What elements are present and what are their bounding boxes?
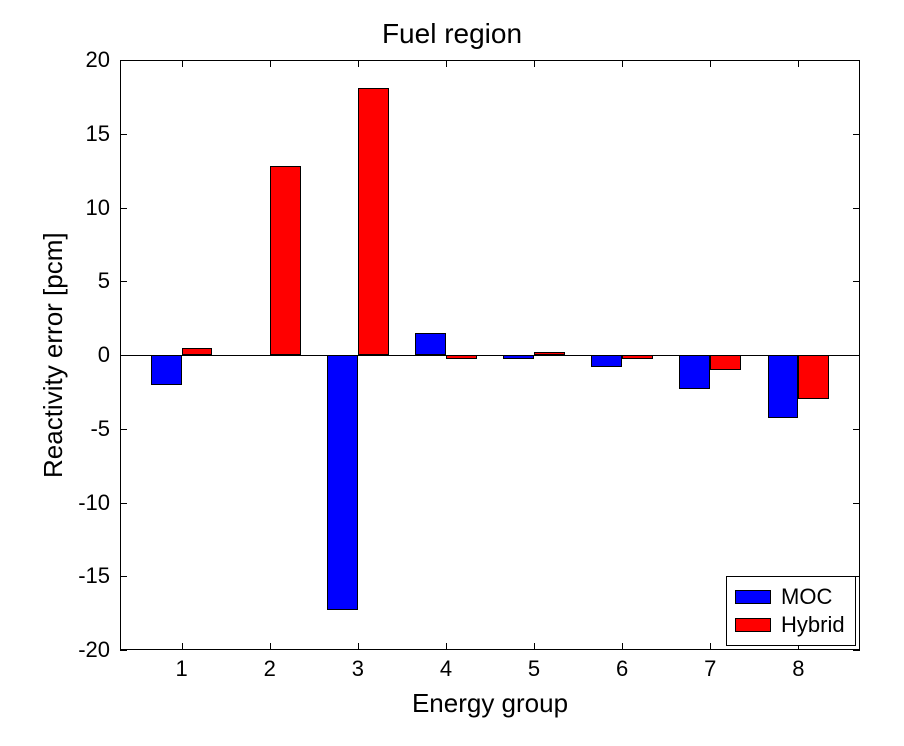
x-tick-label: 5 xyxy=(528,656,540,682)
y-tick-label: -10 xyxy=(0,490,110,516)
y-tick xyxy=(120,576,127,577)
x-tick xyxy=(446,643,447,650)
x-tick xyxy=(182,643,183,650)
y-tick-label: -15 xyxy=(0,563,110,589)
bar xyxy=(768,355,799,418)
x-axis-label-text: Energy group xyxy=(412,688,568,718)
x-tick-label: 7 xyxy=(704,656,716,682)
zero-line xyxy=(120,355,860,356)
title-text: Fuel region xyxy=(382,18,522,49)
legend-swatch xyxy=(735,618,771,632)
x-tick-label: 2 xyxy=(264,656,276,682)
y-tick xyxy=(120,134,127,135)
bar xyxy=(710,355,741,370)
x-tick xyxy=(534,60,535,67)
bar xyxy=(798,355,829,399)
x-tick xyxy=(358,643,359,650)
bar xyxy=(415,333,446,355)
bar xyxy=(358,88,389,355)
x-tick xyxy=(798,60,799,67)
y-tick-label: 10 xyxy=(0,195,110,221)
x-tick xyxy=(270,60,271,67)
y-tick xyxy=(120,429,127,430)
x-tick xyxy=(270,643,271,650)
bar xyxy=(591,355,622,367)
x-tick xyxy=(710,643,711,650)
y-tick-label: 15 xyxy=(0,121,110,147)
x-tick-label: 4 xyxy=(440,656,452,682)
legend-label: MOC xyxy=(781,584,832,610)
bar xyxy=(534,352,565,355)
y-tick xyxy=(853,503,860,504)
x-tick xyxy=(710,60,711,67)
bar xyxy=(151,355,182,385)
x-tick-label: 1 xyxy=(176,656,188,682)
legend-row: MOC xyxy=(735,583,845,611)
legend-swatch xyxy=(735,590,771,604)
x-tick xyxy=(446,60,447,67)
chart-title: Fuel region xyxy=(0,18,904,50)
bar xyxy=(622,355,653,359)
y-tick xyxy=(120,208,127,209)
figure: Fuel region -20-15-10-505101520 12345678… xyxy=(0,0,904,746)
y-tick xyxy=(853,208,860,209)
x-tick-label: 8 xyxy=(792,656,804,682)
y-axis-label: Reactivity error [pcm] xyxy=(38,232,69,478)
y-tick xyxy=(120,60,127,61)
y-axis-label-text: Reactivity error [pcm] xyxy=(38,232,68,478)
x-tick xyxy=(622,643,623,650)
bar xyxy=(327,355,358,610)
y-tick xyxy=(853,281,860,282)
bar xyxy=(679,355,710,389)
bar xyxy=(503,355,534,359)
y-tick xyxy=(120,650,127,651)
y-tick xyxy=(853,429,860,430)
legend-label: Hybrid xyxy=(781,612,845,638)
y-tick xyxy=(853,60,860,61)
bar xyxy=(446,355,477,359)
legend-row: Hybrid xyxy=(735,611,845,639)
bar xyxy=(270,166,301,355)
bar xyxy=(182,348,213,355)
x-tick xyxy=(622,60,623,67)
x-axis-label: Energy group xyxy=(120,688,860,719)
y-tick xyxy=(853,134,860,135)
x-tick-label: 3 xyxy=(352,656,364,682)
y-tick xyxy=(853,650,860,651)
legend: MOCHybrid xyxy=(726,576,856,646)
y-tick xyxy=(120,281,127,282)
x-tick-label: 6 xyxy=(616,656,628,682)
y-tick-label: -20 xyxy=(0,637,110,663)
x-tick xyxy=(182,60,183,67)
x-tick xyxy=(358,60,359,67)
x-tick xyxy=(534,643,535,650)
y-tick xyxy=(120,503,127,504)
y-tick-label: 20 xyxy=(0,47,110,73)
